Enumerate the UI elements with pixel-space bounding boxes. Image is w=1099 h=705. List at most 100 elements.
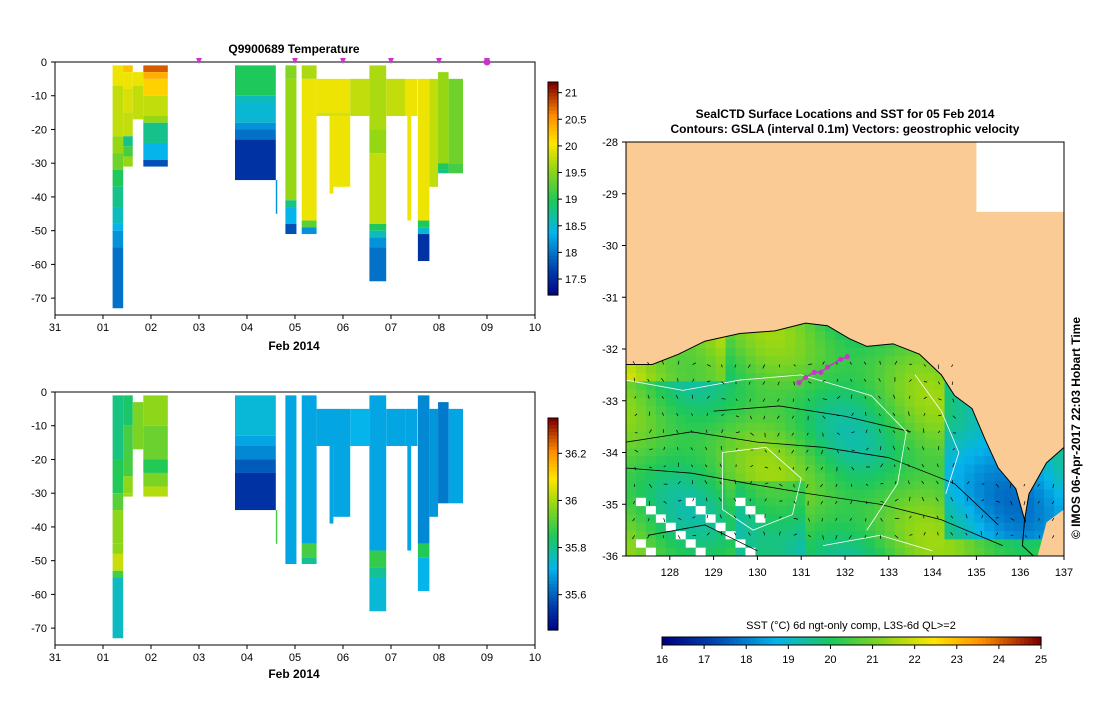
sst-cell-20-25: [875, 489, 885, 498]
sst-cell-16-18: [805, 456, 815, 465]
sst-cell-21-27: [895, 498, 905, 507]
sal-xtick-label-8: 08: [433, 652, 445, 664]
temp-profile-4-cell-5: [235, 140, 276, 180]
sst-cell-20-1: [636, 489, 646, 498]
sal-profile-16-cell-1: [418, 544, 430, 557]
temp-profile-3-cell-6: [143, 143, 167, 160]
sst-cell-3-13: [755, 348, 765, 357]
sst-cell-15-28: [905, 448, 915, 457]
sst-colorbar-segment-76: [982, 637, 987, 645]
sst-cell-25-18: [805, 531, 815, 540]
sst-cell-25-37: [994, 531, 1004, 540]
sst-cell-24-2: [646, 523, 656, 532]
sst-cell-12-30: [925, 423, 935, 432]
sst-cell-13-14: [765, 431, 775, 440]
temp-profile-marker-1: [292, 58, 298, 64]
sst-cell-5-22: [845, 365, 855, 374]
sst-cell-27-1: [636, 548, 646, 557]
sst-cell-21-18: [805, 498, 815, 507]
sst-cell-17-22: [845, 465, 855, 474]
sst-cell-10-14: [765, 406, 775, 415]
sst-cell-27-6: [686, 548, 696, 557]
sal-colorbar-segment-5: [548, 436, 558, 440]
sst-cell-6-4: [666, 373, 676, 382]
sst-cell-11-27: [895, 415, 905, 424]
sst-cell-17-12: [745, 465, 755, 474]
sst-cell-3-18: [805, 348, 815, 357]
sal-profile-16-cell-2: [418, 557, 430, 591]
temp-profile-12-cell-3: [369, 224, 386, 231]
sst-cell-16-12: [745, 456, 755, 465]
temp-colorbar-segment-25: [548, 171, 558, 175]
sst-cell-4-9: [716, 356, 726, 365]
temp-colorbar-segment-50: [548, 260, 558, 264]
sst-cell-18-11: [736, 473, 746, 482]
sst-cell-13-30: [925, 431, 935, 440]
map-ytick-label-0: -28: [602, 137, 618, 149]
sst-colorbar-segment-0: [662, 637, 667, 645]
sst-cell-22-13: [755, 506, 765, 515]
sst-cell-11-2: [646, 415, 656, 424]
temp-colorbar-label-4: 19: [565, 194, 577, 206]
sst-cell-24-39: [1014, 523, 1024, 532]
sst-cell-25-27: [895, 531, 905, 540]
sst-cell-6-8: [706, 373, 716, 382]
sal-colorbar-segment-30: [548, 524, 558, 528]
sst-cell-13-20: [825, 431, 835, 440]
sal-profile-12-cell-2: [369, 567, 386, 577]
sst-cell-4-6: [686, 356, 696, 365]
sst-cell-19-8: [706, 481, 716, 490]
temp-xtick-label-0: 31: [49, 322, 61, 334]
sst-cell-3-21: [835, 348, 845, 357]
sst-cell-3-20: [825, 348, 835, 357]
sst-cell-3-9: [716, 348, 726, 357]
sst-cell-23-19: [815, 514, 825, 523]
temp-colorbar-segment-27: [548, 178, 558, 182]
sst-cell-1-18: [805, 331, 815, 340]
sst-cell-22-38: [1004, 506, 1014, 515]
sst-cell-12-22: [845, 423, 855, 432]
sst-cell-26-40: [1024, 539, 1034, 548]
temp-profile-0-cell-1: [113, 86, 124, 137]
sst-cell-10-31: [935, 406, 945, 415]
sal-colorbar-segment-25: [548, 506, 558, 510]
sst-cell-12-34: [964, 423, 974, 432]
sst-cell-3-11: [736, 348, 746, 357]
map-subtitle: Contours: GSLA (interval 0.1m) Vectors: …: [671, 122, 1020, 136]
sst-cell-18-19: [815, 473, 825, 482]
sal-colorbar-segment-29: [548, 520, 558, 524]
sal-colorbar-segment-33: [548, 535, 558, 539]
temp-colorbar-segment-12: [548, 125, 558, 129]
sst-cell-8-8: [706, 390, 716, 399]
sst-cell-7-12: [745, 381, 755, 390]
sst-cell-24-32: [945, 523, 955, 532]
sst-cell-26-0: [626, 539, 636, 548]
sst-cell-26-25: [875, 539, 885, 548]
sst-cell-19-29: [915, 481, 925, 490]
sst-cell-15-31: [935, 448, 945, 457]
sal-colorbar-segment-8: [548, 446, 558, 450]
sst-cell-20-26: [885, 489, 895, 498]
sst-cell-13-16: [785, 431, 795, 440]
sst-cell-15-6: [686, 448, 696, 457]
sst-cell-27-33: [955, 548, 965, 557]
sst-cell-25-11: [736, 531, 746, 540]
sst-cell-8-29: [915, 390, 925, 399]
sst-colorbar-segment-38: [822, 637, 827, 645]
sst-cell-12-3: [656, 423, 666, 432]
sst-cell-22-33: [955, 506, 965, 515]
sst-cell-17-33: [955, 465, 965, 474]
sst-cell-11-14: [765, 415, 775, 424]
sal-xtick-label-7: 07: [385, 652, 397, 664]
sst-cell-10-21: [835, 406, 845, 415]
sst-cell-9-17: [795, 398, 805, 407]
sst-cell-23-12: [745, 514, 755, 523]
sst-cell-12-4: [666, 423, 676, 432]
sst-cell-14-11: [736, 440, 746, 449]
sst-cell-25-2: [646, 531, 656, 540]
sal-profile-3-cell-4: [143, 486, 167, 496]
sst-colorbar-segment-45: [852, 637, 857, 645]
sal-colorbar-segment-15: [548, 471, 558, 475]
sst-cell-8-18: [805, 390, 815, 399]
sst-cell-15-34: [964, 448, 974, 457]
